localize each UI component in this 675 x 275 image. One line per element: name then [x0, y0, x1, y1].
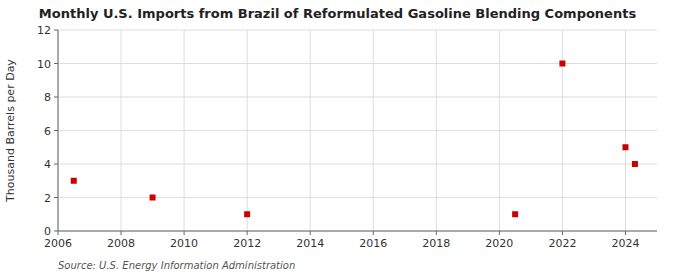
- x-grid-line: [625, 30, 626, 231]
- y-tick-label: 6: [44, 125, 51, 138]
- x-tick: [184, 231, 185, 235]
- x-tick: [58, 231, 59, 235]
- title: Monthly U.S. Imports from Brazil of Refo…: [39, 6, 637, 21]
- x-tick: [247, 231, 248, 235]
- x-grid-line: [121, 30, 122, 231]
- x-tick: [436, 231, 437, 235]
- y-tick-label: 12: [37, 24, 51, 37]
- x-tick-label: 2014: [296, 237, 324, 250]
- y-tick: [54, 231, 58, 232]
- x-tick-label: 2016: [359, 237, 387, 250]
- x-tick: [625, 231, 626, 235]
- x-tick-label: 2022: [548, 237, 576, 250]
- x-tick-label: 2012: [233, 237, 261, 250]
- point: [244, 211, 250, 217]
- point: [559, 61, 565, 67]
- y-grid-line: [58, 30, 657, 31]
- x-tick-label: 2006: [44, 237, 72, 250]
- y-tick: [54, 30, 58, 31]
- point: [622, 144, 628, 150]
- chart: Monthly U.S. Imports from Brazil of Refo…: [0, 0, 675, 275]
- x-tick: [121, 231, 122, 235]
- y-tick: [54, 63, 58, 64]
- x-grid-line: [499, 30, 500, 231]
- points: [71, 61, 638, 218]
- y-grid-line: [58, 130, 657, 131]
- y-grid-line: [58, 97, 657, 98]
- x-tick-label: 2010: [170, 237, 198, 250]
- x-grid-line: [436, 30, 437, 231]
- x-axis-line: [58, 231, 657, 232]
- point: [512, 211, 518, 217]
- x-tick-label: 2008: [107, 237, 135, 250]
- y-grid-line: [58, 63, 657, 64]
- y-grid-line: [58, 231, 657, 232]
- y-tick: [54, 97, 58, 98]
- y-axis-line: [58, 30, 59, 231]
- point: [150, 195, 156, 201]
- x-grid-line: [310, 30, 311, 231]
- x-tick-label: 2020: [485, 237, 513, 250]
- x-tick-label: 2018: [422, 237, 450, 250]
- point: [71, 178, 77, 184]
- y-grid-line: [58, 197, 657, 198]
- axes: 0246810122006200820102012201420162018202…: [37, 24, 657, 250]
- y-tick-label: 8: [44, 91, 51, 104]
- x-grid-line: [247, 30, 248, 231]
- source-note: Source: U.S. Energy Information Administ…: [58, 260, 295, 271]
- x-tick: [310, 231, 311, 235]
- x-grid-line: [373, 30, 374, 231]
- y-grid-line: [58, 164, 657, 165]
- y-tick-label: 4: [44, 158, 51, 171]
- point: [632, 161, 638, 167]
- y-axis-label: Thousand Barrels per Day: [4, 59, 17, 203]
- x-tick: [373, 231, 374, 235]
- x-grid-line: [184, 30, 185, 231]
- y-tick: [54, 197, 58, 198]
- x-grid-line: [58, 30, 59, 231]
- y-tick: [54, 164, 58, 165]
- x-grid-line: [562, 30, 563, 231]
- y-tick-label: 2: [44, 192, 51, 205]
- x-tick: [499, 231, 500, 235]
- x-tick: [562, 231, 563, 235]
- grid: [58, 30, 657, 231]
- x-tick-label: 2024: [611, 237, 639, 250]
- y-tick-label: 10: [37, 58, 51, 71]
- y-tick: [54, 130, 58, 131]
